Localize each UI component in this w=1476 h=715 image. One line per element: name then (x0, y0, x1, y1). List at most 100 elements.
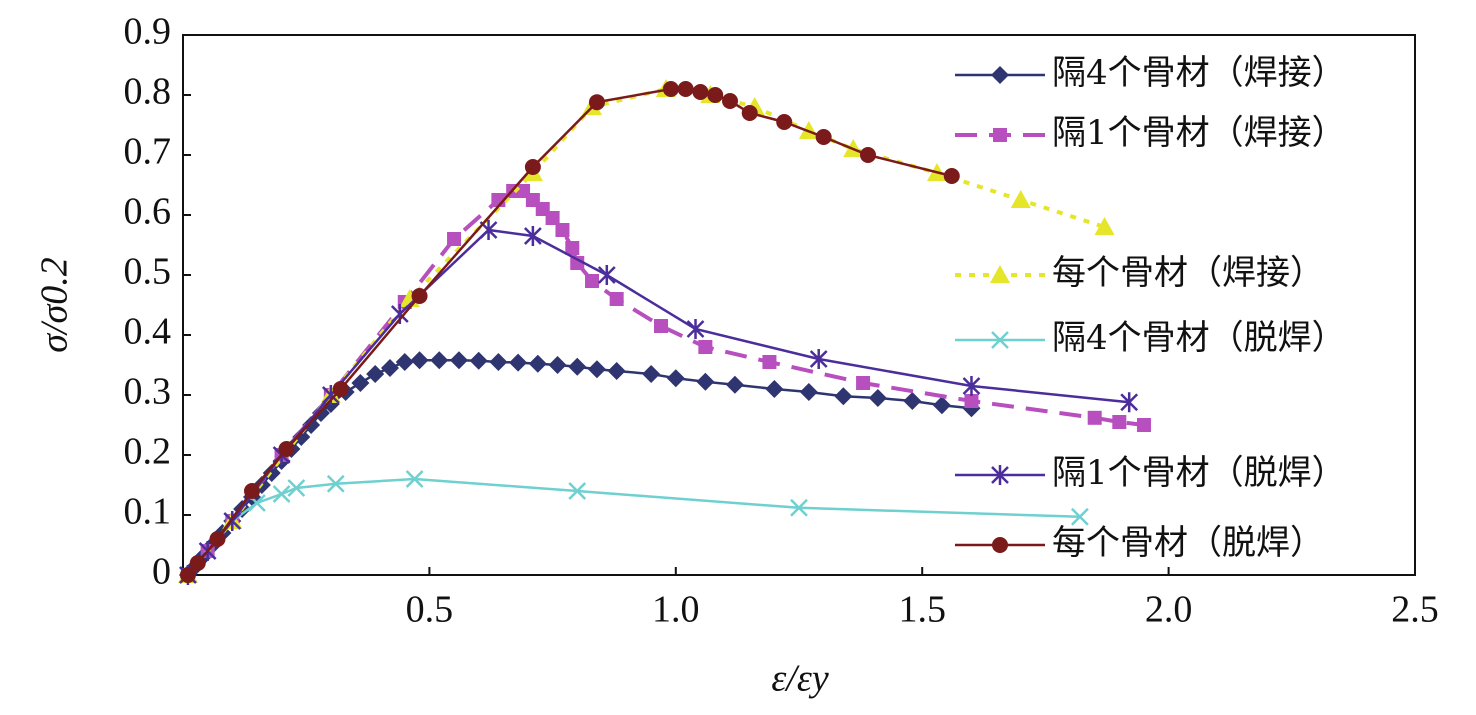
marker (1010, 190, 1031, 208)
marker (565, 241, 580, 255)
marker (528, 354, 547, 373)
y-tick-label: 0 (152, 551, 171, 593)
marker (326, 474, 345, 493)
marker (568, 357, 587, 376)
marker (587, 360, 606, 379)
y-tick-label: 0.6 (124, 191, 172, 233)
series-line (186, 477, 1080, 576)
marker (1120, 392, 1139, 413)
y-tick-label: 0.2 (124, 431, 172, 473)
marker (366, 365, 385, 383)
marker (1094, 217, 1115, 235)
marker (815, 129, 832, 145)
legend-label: 隔4个骨材（脱焊） (1052, 318, 1346, 358)
x-tick-label: 2.0 (1145, 589, 1193, 631)
marker (469, 351, 488, 370)
marker (609, 292, 624, 306)
marker (447, 232, 462, 246)
legend-label: 隔1个骨材（脱焊） (1052, 453, 1346, 493)
marker (964, 394, 979, 408)
marker (642, 365, 661, 383)
marker (698, 340, 713, 354)
legend-label: 每个骨材（焊接） (1052, 253, 1324, 293)
marker (868, 389, 887, 407)
marker (607, 362, 626, 380)
marker (570, 256, 585, 270)
marker (776, 114, 793, 130)
marker (410, 351, 429, 370)
marker (489, 353, 508, 371)
legend-label: 隔1个骨材（焊接） (1052, 113, 1346, 153)
marker (741, 105, 758, 121)
marker (1112, 415, 1127, 429)
marker (654, 319, 669, 333)
marker (568, 482, 587, 500)
marker (722, 93, 739, 109)
marker (856, 376, 871, 390)
legend-marker (991, 331, 1009, 349)
legend-label: 每个骨材（脱焊） (1052, 523, 1324, 563)
marker (707, 87, 724, 103)
marker (686, 319, 705, 339)
marker (799, 383, 818, 401)
legend-label: 隔4个骨材（焊接） (1052, 53, 1346, 93)
marker (765, 380, 784, 398)
y-tick-label: 0.9 (124, 11, 172, 53)
marker (662, 81, 679, 97)
legend-marker (991, 465, 1009, 485)
y-tick-label: 0.4 (124, 311, 172, 353)
marker (548, 356, 567, 374)
marker (351, 374, 370, 392)
legend-marker (990, 265, 1010, 283)
marker (1136, 418, 1151, 432)
series-line (186, 189, 1145, 577)
marker (449, 351, 468, 370)
legend-marker (993, 128, 1007, 142)
marker (545, 211, 560, 225)
marker (243, 483, 260, 499)
legend-marker (992, 537, 1008, 553)
x-axis-label: ε/εy (771, 658, 829, 700)
y-tick-label: 0.5 (124, 251, 172, 293)
series-line (186, 87, 953, 576)
marker (395, 353, 414, 371)
x-tick-label: 2.5 (1391, 589, 1439, 631)
marker (179, 567, 196, 583)
y-tick-label: 0.1 (124, 491, 172, 533)
marker (725, 375, 744, 394)
marker (903, 392, 922, 410)
marker (272, 485, 291, 503)
marker (1071, 507, 1089, 526)
marker (555, 223, 570, 237)
marker (509, 353, 528, 372)
marker (588, 94, 605, 111)
marker (524, 159, 541, 175)
marker (405, 470, 424, 488)
marker (585, 274, 600, 288)
marker (943, 168, 960, 184)
legend-marker (991, 66, 1009, 84)
marker (430, 351, 449, 370)
marker (597, 265, 616, 285)
marker (790, 498, 808, 517)
marker (287, 479, 306, 497)
marker (859, 147, 876, 163)
marker (834, 387, 853, 406)
x-tick-label: 1.5 (898, 589, 946, 631)
series-line (186, 358, 972, 576)
marker (302, 416, 321, 434)
marker (932, 396, 951, 415)
marker (278, 441, 295, 457)
marker (692, 84, 709, 100)
marker (524, 226, 542, 246)
marker (762, 355, 777, 369)
marker (677, 81, 694, 97)
marker (332, 381, 349, 397)
y-axis-label: σ/σ0.2 (34, 257, 76, 353)
y-tick-label: 0.7 (124, 131, 172, 173)
marker (666, 369, 685, 388)
marker (380, 359, 399, 377)
series-line (186, 86, 1106, 577)
x-tick-label: 0.5 (406, 589, 454, 631)
